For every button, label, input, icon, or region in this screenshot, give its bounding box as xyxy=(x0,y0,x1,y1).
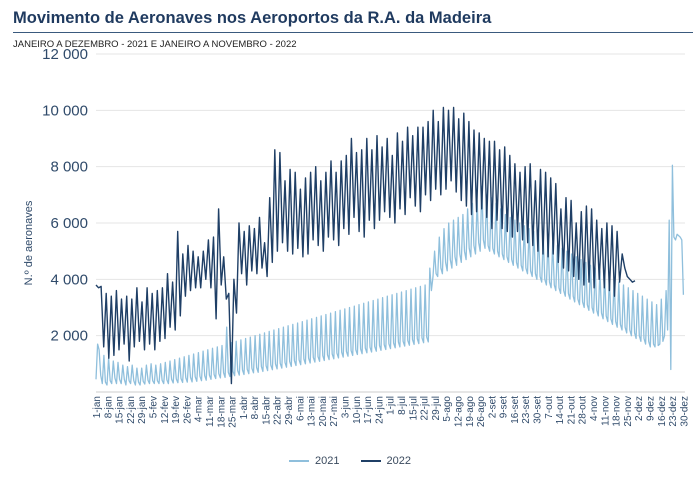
x-tick-label: 5-ago xyxy=(442,396,453,422)
x-tick-label: 2-set xyxy=(487,396,498,418)
x-tick-label: 18-nov xyxy=(612,396,623,427)
x-tick-label: 16-set xyxy=(510,396,521,424)
legend-swatch-2022 xyxy=(360,460,381,462)
x-tick-label: 3-jun xyxy=(341,396,352,418)
x-tick-label: 23-set xyxy=(521,396,532,424)
x-tick-label: 29-jan xyxy=(137,396,148,424)
y-tick-label: 4 000 xyxy=(50,271,88,288)
legend-item-2021[interactable]: 2021 xyxy=(288,455,340,467)
x-tick-label: 19-ago xyxy=(465,396,476,428)
title-divider xyxy=(13,32,693,33)
legend-label-2021: 2021 xyxy=(314,455,340,467)
x-tick-label: 9-set xyxy=(499,396,510,418)
y-tick-label: 8 000 xyxy=(50,159,88,176)
x-tick-label: 24-jun xyxy=(374,396,385,424)
chart-legend: 2021 2022 xyxy=(0,453,700,467)
y-tick-label: 6 000 xyxy=(50,215,88,232)
x-tick-label: 28-out xyxy=(578,396,589,425)
x-tick-label: 23-dez xyxy=(668,396,679,427)
y-tick-label: 10 000 xyxy=(42,102,88,119)
x-tick-label: 15-jan xyxy=(115,396,126,424)
x-tick-label: 8-abr xyxy=(250,395,261,419)
x-tick-label: 8-jul xyxy=(397,396,408,415)
x-tick-label: 13-mai xyxy=(307,396,318,427)
x-tick-label: 2-dez xyxy=(634,396,645,421)
x-tick-label: 22-jan xyxy=(126,396,137,424)
x-tick-label: 12-fev xyxy=(160,396,171,424)
y-axis-label: N.º de aeronaves xyxy=(23,200,35,285)
x-tick-label: 11-mar xyxy=(205,395,216,427)
x-tick-label: 9-dez xyxy=(645,396,656,421)
x-tick-label: 6-mai xyxy=(295,396,306,421)
x-tick-label: 4-mar xyxy=(194,395,205,422)
series-line-2022 xyxy=(95,106,636,385)
x-tick-label: 1-jan xyxy=(92,396,103,418)
x-tick-label: 20-mai xyxy=(318,396,329,427)
x-tick-label: 14-out xyxy=(555,396,566,425)
legend-item-2022[interactable]: 2022 xyxy=(360,455,412,467)
x-tick-label: 30-dez xyxy=(679,396,690,427)
x-tick-label: 17-jun xyxy=(363,396,374,424)
x-tick-label: 26-ago xyxy=(476,396,487,428)
x-tick-label: 21-out xyxy=(566,396,577,425)
x-tick-label: 11-nov xyxy=(600,396,611,426)
y-tick-label: 2 000 xyxy=(50,328,88,345)
x-tick-label: 15-abr xyxy=(261,395,272,425)
x-tick-label: 18-mar xyxy=(216,395,227,427)
x-tick-label: 16-dez xyxy=(657,396,668,427)
x-tick-label: 15-jul xyxy=(408,396,419,420)
x-tick-label: 25-nov xyxy=(623,396,634,427)
chart-subtitle: JANEIRO A DEZEMBRO - 2021 E JANEIRO A NO… xyxy=(13,39,297,50)
x-tick-label: 29-jul xyxy=(431,396,442,420)
x-tick-label: 22-abr xyxy=(273,395,284,425)
x-tick-label: 29-abr xyxy=(284,395,295,425)
x-tick-label: 1-abr xyxy=(239,395,250,419)
x-tick-label: 30-set xyxy=(533,396,544,424)
x-tick-label: 12-ago xyxy=(453,396,464,428)
chart-title: Movimento de Aeronaves nos Aeroportos da… xyxy=(13,9,492,27)
x-tick-label: 22-jul xyxy=(420,396,431,420)
x-tick-label: 27-mai xyxy=(329,396,340,427)
legend-swatch-2021 xyxy=(288,460,309,462)
series-line-2021 xyxy=(95,164,685,386)
x-tick-label: 19-fev xyxy=(171,396,182,424)
x-tick-label: 1-jul xyxy=(386,396,397,415)
x-tick-label: 5-fev xyxy=(148,396,159,418)
y-tick-label: 12 000 xyxy=(42,46,88,63)
x-tick-label: 26-fev xyxy=(182,396,193,424)
x-tick-label: 4-nov xyxy=(589,396,600,421)
x-tick-label: 25-mar xyxy=(228,395,239,427)
x-tick-label: 7-out xyxy=(544,396,555,419)
x-tick-label: 8-jan xyxy=(103,396,114,418)
legend-label-2022: 2022 xyxy=(386,455,412,467)
x-tick-label: 10-jun xyxy=(352,396,363,424)
